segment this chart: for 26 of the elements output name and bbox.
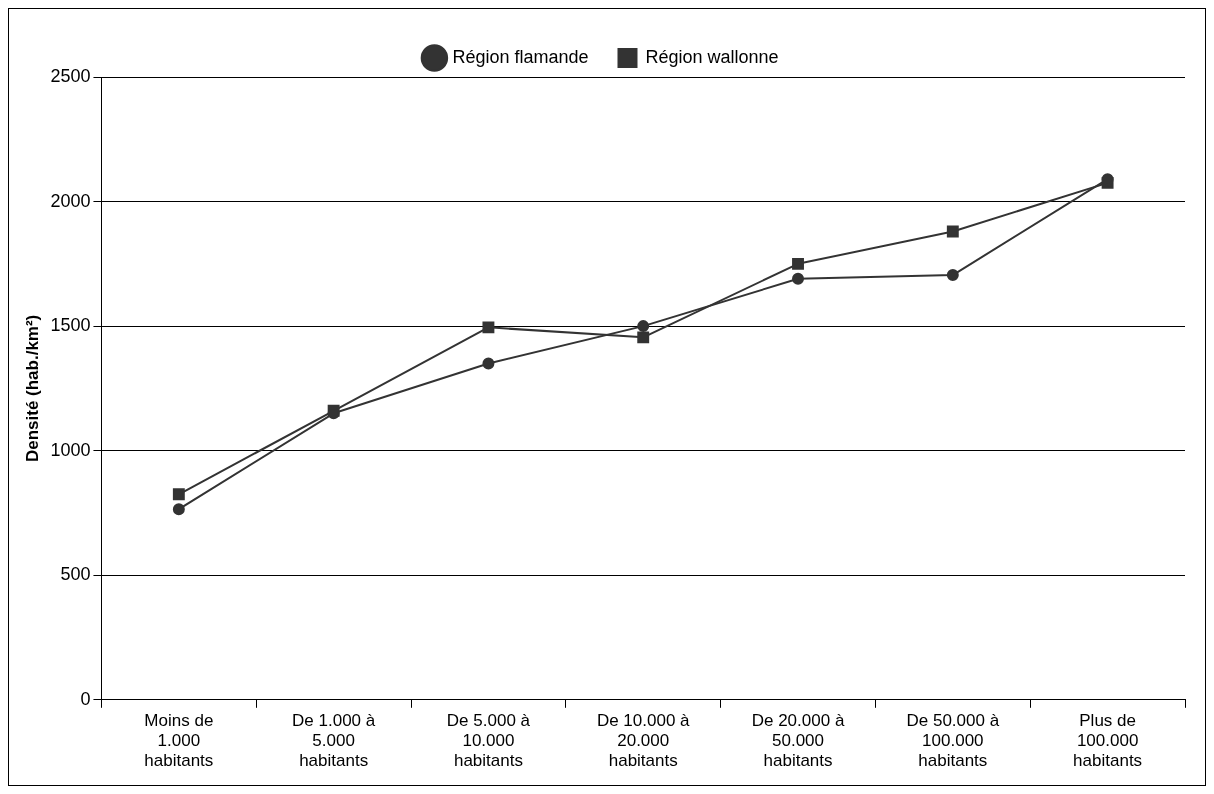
y-tick-label: 2500 — [50, 65, 91, 86]
x-tick-label: De 50.000 à 100.000 habitants — [906, 710, 1000, 771]
legend-label: Région flamande — [452, 46, 589, 67]
x-tick-label: De 10.000 à 20.000 habitants — [596, 710, 691, 771]
x-tick-label: De 1.000 à 5.000 habitants — [292, 710, 376, 771]
point — [482, 357, 495, 370]
y-tick-label: 0 — [80, 688, 91, 709]
x-tick-label: De 5.000 à 10.000 habitants — [446, 710, 531, 771]
point — [482, 321, 495, 334]
point — [637, 320, 650, 333]
x-tick-label: Moins de 1.000 habitants — [144, 710, 214, 771]
x-tick-label: De 20.000 à 50.000 habitants — [751, 710, 845, 771]
y-tick-label: 500 — [60, 564, 91, 585]
legend-label: Région wallonne — [645, 46, 779, 67]
point — [946, 225, 959, 238]
point — [946, 269, 959, 282]
y-tick-label: 1000 — [50, 439, 91, 460]
point — [792, 257, 804, 270]
x-tick-label: Plus de 100.000 habitants — [1073, 710, 1143, 771]
point — [637, 331, 650, 344]
point — [792, 272, 805, 285]
point — [172, 503, 185, 516]
y-axis-title: Densité (hab./km²) — [22, 314, 42, 463]
point — [172, 488, 185, 501]
y-tick-label: 2000 — [50, 190, 91, 211]
y-tick-label: 1500 — [50, 315, 91, 336]
